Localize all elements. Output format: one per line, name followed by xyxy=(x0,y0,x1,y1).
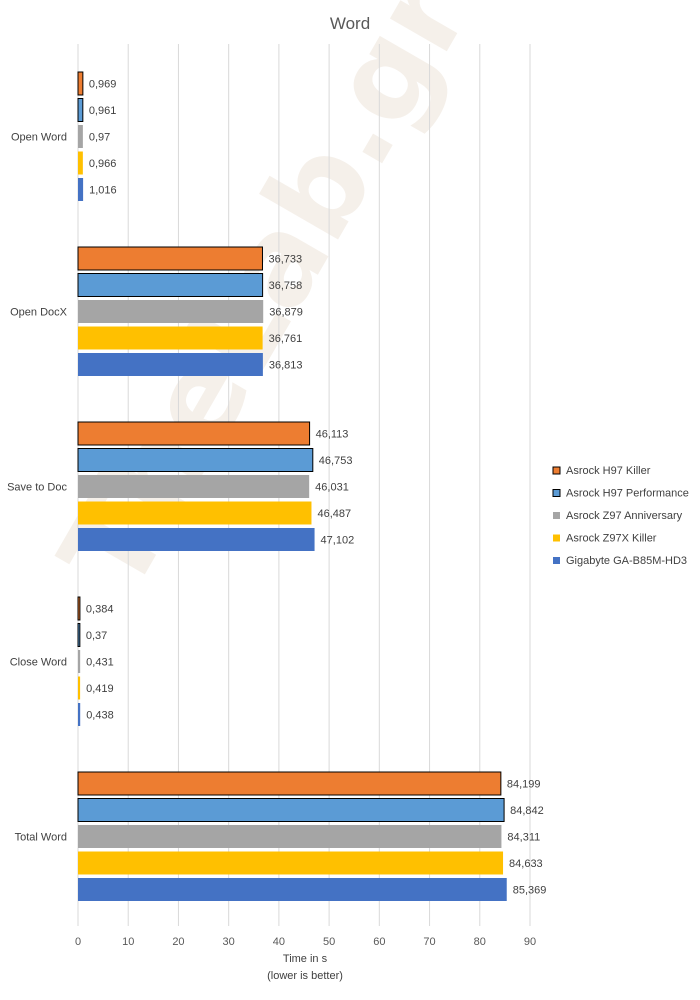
bar xyxy=(77,421,311,446)
bar xyxy=(78,851,504,875)
category-label: Close Word xyxy=(10,657,67,669)
legend: Asrock H97 Killer Asrock H97 Performance A… xyxy=(552,465,689,567)
bar xyxy=(78,326,263,350)
data-label: 36,813 xyxy=(269,360,303,372)
data-label: 36,758 xyxy=(269,280,303,292)
legend-entry: Asrock Z97X Killer xyxy=(566,533,657,545)
bar xyxy=(78,650,81,673)
bar xyxy=(78,501,312,525)
bar xyxy=(77,596,81,621)
bar xyxy=(77,448,314,472)
bar xyxy=(78,353,263,376)
data-label: 46,753 xyxy=(319,455,353,467)
x-axis-title: Time in s xyxy=(283,953,328,965)
bar xyxy=(77,98,84,122)
category-label: Save to Doc xyxy=(7,482,67,494)
data-label: 0,961 xyxy=(89,105,117,117)
bar xyxy=(77,246,263,271)
legend-entry: Asrock H97 Performance xyxy=(566,488,689,500)
bar xyxy=(78,300,264,323)
data-label: 46,487 xyxy=(317,508,351,520)
bar xyxy=(77,273,264,297)
data-label: 0,419 xyxy=(86,683,114,695)
data-label: 46,031 xyxy=(315,482,349,494)
x-tick-label: 70 xyxy=(423,936,435,948)
data-label: 0,431 xyxy=(86,657,114,669)
legend-swatch xyxy=(552,466,561,475)
category-label: Total Word xyxy=(15,832,67,844)
x-tick-labels: 0 10 20 30 40 50 60 70 80 90 xyxy=(75,936,536,948)
bar xyxy=(78,703,81,726)
x-tick-label: 0 xyxy=(75,936,81,948)
data-label: 85,369 xyxy=(513,885,547,897)
legend-entry: Asrock H97 Killer xyxy=(566,465,651,477)
data-label: 0,969 xyxy=(89,79,117,91)
chart-title: Word xyxy=(330,14,370,33)
x-tick-label: 30 xyxy=(223,936,235,948)
x-tick-label: 20 xyxy=(172,936,184,948)
legend-swatch xyxy=(553,512,560,519)
data-labels: 0,969 0,961 0,97 0,966 1,016 36,733 36,758 36,8… xyxy=(86,79,547,897)
data-label: 84,199 xyxy=(507,779,541,791)
bar xyxy=(77,771,502,796)
legend-swatch xyxy=(552,489,561,497)
data-label: 84,633 xyxy=(509,858,543,870)
data-label: 1,016 xyxy=(89,185,117,197)
data-label: 36,733 xyxy=(268,254,302,266)
category-labels: Open Word Open DocX Save to Doc Close Word T… xyxy=(7,132,68,844)
bar xyxy=(78,825,502,848)
data-label: 0,438 xyxy=(86,710,114,722)
x-axis-note: (lower is better) xyxy=(267,970,343,982)
bar xyxy=(78,878,507,901)
data-label: 84,311 xyxy=(507,832,540,844)
legend-swatch xyxy=(553,557,560,564)
category-label: Open DocX xyxy=(10,307,68,319)
bar xyxy=(78,125,83,148)
bar xyxy=(78,151,83,175)
bar xyxy=(78,528,315,551)
x-tick-label: 40 xyxy=(273,936,285,948)
bar xyxy=(77,798,505,822)
data-label: 36,879 xyxy=(269,307,303,319)
data-label: 46,113 xyxy=(316,429,349,441)
data-label: 0,966 xyxy=(89,158,117,170)
data-label: 36,761 xyxy=(269,333,303,345)
x-tick-label: 80 xyxy=(474,936,486,948)
category-label: Open Word xyxy=(11,132,67,144)
bar xyxy=(77,71,84,96)
bars xyxy=(77,71,507,901)
x-tick-label: 90 xyxy=(524,936,536,948)
x-tick-label: 50 xyxy=(323,936,335,948)
x-tick-label: 10 xyxy=(122,936,134,948)
data-label: 0,37 xyxy=(86,630,107,642)
legend-swatch xyxy=(553,534,560,542)
bar xyxy=(78,676,81,700)
data-label: 47,102 xyxy=(321,535,355,547)
bar xyxy=(78,178,84,201)
legend-entry: Gigabyte GA-B85M-HD3 xyxy=(566,555,687,567)
bar xyxy=(77,623,81,647)
legend-entry: Asrock Z97 Anniversary xyxy=(566,510,683,522)
x-tick-label: 60 xyxy=(373,936,385,948)
bar xyxy=(78,475,310,498)
data-label: 84,842 xyxy=(510,805,544,817)
data-label: 0,97 xyxy=(89,132,110,144)
data-label: 0,384 xyxy=(86,604,114,616)
